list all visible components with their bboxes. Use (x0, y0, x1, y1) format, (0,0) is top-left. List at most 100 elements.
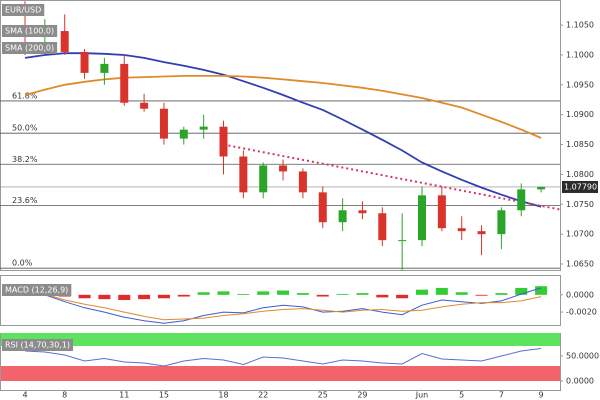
macd-histogram-bar (197, 292, 210, 295)
candle-body (259, 165, 268, 193)
candle-body (100, 63, 109, 73)
fib-label: 23.6% (12, 196, 38, 205)
fib-label: 50.0% (12, 124, 38, 133)
panel-title: RSI (14,70,30,1) (5, 341, 70, 350)
macd-histogram-bar (435, 287, 448, 295)
x-tick-label: 29 (357, 391, 367, 400)
macd-histogram-bar (138, 294, 151, 300)
x-tick-label: 25 (318, 391, 328, 400)
macd-histogram-bar (356, 293, 369, 295)
price-panel (0, 0, 561, 271)
macd-histogram-bar (177, 294, 190, 297)
trendline (223, 143, 562, 211)
panel-title: MACD (12,26,9) (5, 286, 68, 295)
last-price-box (562, 180, 598, 193)
macd-histogram-bar (376, 294, 389, 298)
candle-body (358, 210, 367, 214)
candle-body (159, 108, 168, 139)
y-tick-label: 1.0800 (566, 170, 594, 179)
macd-histogram-bar (495, 293, 508, 295)
x-tick-label: 22 (258, 391, 268, 400)
fib-label: 0.0% (12, 259, 33, 268)
y-tick-label: 1.0900 (566, 110, 594, 119)
x-tick-label: 11 (119, 391, 129, 400)
y-tick-label: 1.0850 (566, 140, 594, 149)
macd-panel (0, 275, 561, 326)
x-tick-label: 8 (62, 391, 67, 400)
candle-body (219, 126, 228, 157)
candle-body (477, 231, 486, 235)
x-tick-label: 5 (459, 391, 464, 400)
macd-histogram-bar (296, 293, 309, 295)
y-tick-label: -0.0020 (566, 308, 597, 317)
legend-entry-box (2, 42, 58, 54)
candle-body (537, 186, 546, 190)
y-tick-label: 0.0000 (566, 290, 594, 299)
y-tick-label: 1.1050 (566, 21, 594, 30)
x-tick-label: 7 (499, 391, 504, 400)
candle-body (279, 165, 288, 172)
sma-line (24, 75, 542, 139)
last-price-label: 1.07790 (564, 182, 597, 191)
candle-body (497, 210, 506, 235)
candle-body (60, 31, 69, 52)
chart-title: EUR/USD (5, 6, 41, 15)
macd-histogram-bar (157, 294, 170, 299)
candle-body (418, 195, 426, 241)
candle-body (457, 228, 466, 232)
signal-line (25, 293, 542, 321)
panel-title-box (2, 284, 72, 296)
macd-histogram-bar (78, 294, 91, 299)
x-tick-label: 18 (218, 391, 228, 400)
panel-title-box (2, 339, 74, 351)
macd-histogram-bar (257, 291, 270, 295)
macd-histogram-bar (237, 293, 250, 295)
candle-body (437, 195, 446, 229)
x-tick-label: 9 (539, 391, 544, 400)
sma-line (24, 52, 542, 208)
legend-entry: SMA (200,0) (5, 44, 54, 53)
macd-histogram-bar (98, 294, 111, 300)
candle-body (179, 129, 188, 139)
y-tick-label: 1.0650 (566, 260, 594, 269)
fib-label: 61.8% (12, 91, 38, 100)
candle-body (298, 171, 307, 193)
macd-histogram-bar (515, 287, 528, 295)
candle-body (398, 240, 407, 242)
legend-entry: SMA (100,0) (5, 27, 54, 36)
macd-histogram-bar (535, 286, 548, 295)
candle-body (80, 51, 89, 73)
candle-body (378, 213, 387, 241)
candle-body (140, 102, 149, 109)
candle-body (338, 210, 347, 223)
macd-histogram-bar (316, 294, 329, 297)
rsi-band (1, 333, 560, 346)
chart-title-box (2, 4, 45, 16)
candle-body (239, 156, 248, 193)
macd-histogram-bar (416, 289, 428, 295)
x-tick-label: 4 (22, 391, 27, 400)
y-tick-label: 50.0000 (566, 352, 599, 361)
y-tick-label: 1.0700 (566, 230, 594, 239)
y-tick-label: 1.1000 (566, 50, 594, 59)
fib-label: 38.2% (12, 155, 38, 164)
macd-histogram-bar (336, 293, 349, 295)
macd-histogram-bar (455, 292, 468, 295)
y-tick-label: 0.0000 (566, 377, 594, 386)
x-tick-label: 15 (159, 391, 169, 400)
x-tick-label: Jun (415, 391, 429, 400)
macd-histogram-bar (217, 291, 230, 295)
candle-body (318, 192, 327, 223)
macd-histogram-bar (277, 290, 290, 295)
y-tick-label: 1.0950 (566, 80, 594, 89)
candle-body (199, 126, 208, 130)
macd-histogram-bar (475, 294, 488, 296)
candle-body (120, 63, 129, 103)
rsi-line (24, 348, 542, 367)
macd-line (24, 287, 542, 324)
rsi-band (1, 366, 560, 381)
macd-histogram-bar (118, 294, 131, 300)
candle-body (517, 189, 526, 211)
legend-entry-box (2, 25, 58, 37)
